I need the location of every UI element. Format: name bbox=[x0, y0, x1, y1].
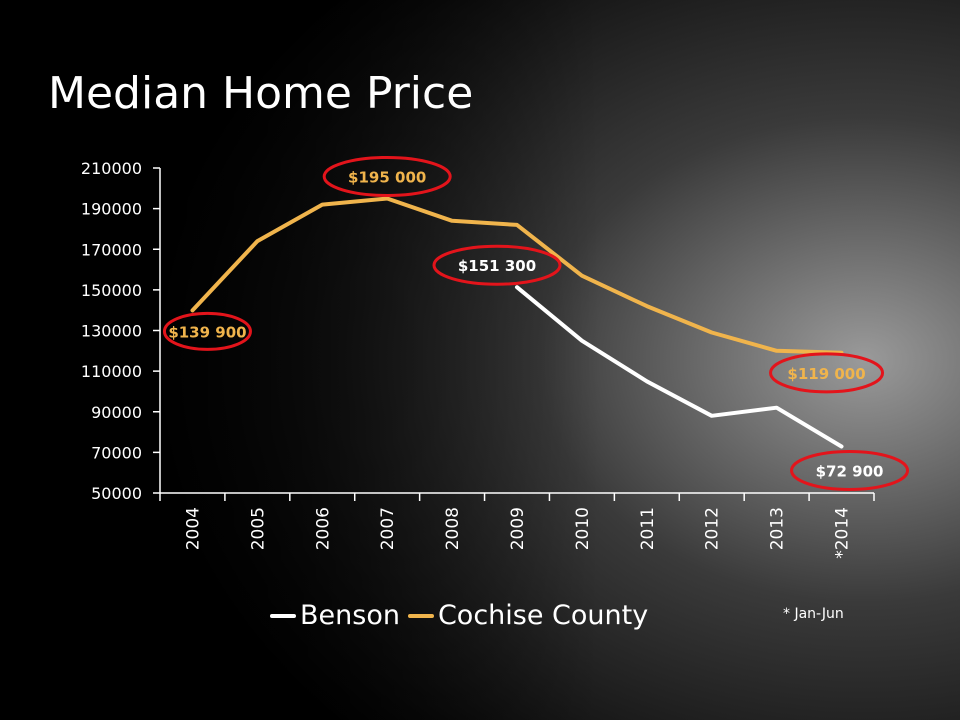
y-tick-label: 110000 bbox=[81, 362, 142, 381]
legend-item-benson: Benson bbox=[270, 600, 400, 631]
data-label: $119 000 bbox=[787, 365, 865, 383]
callout-ring bbox=[162, 311, 252, 351]
y-tick-label: 70000 bbox=[91, 443, 142, 462]
x-tick-label: 2004 bbox=[183, 507, 203, 550]
series-line-benson bbox=[515, 285, 844, 449]
x-tick-label: 2012 bbox=[703, 507, 723, 550]
callout-ring bbox=[322, 155, 452, 197]
legend-swatch-benson bbox=[270, 613, 296, 618]
chart-legend: Benson Cochise County bbox=[270, 600, 656, 631]
legend-label-benson: Benson bbox=[300, 600, 400, 631]
data-label: $139 900 bbox=[168, 323, 246, 341]
chart-title: Median Home Price bbox=[48, 68, 474, 119]
x-tick-label: 2005 bbox=[248, 507, 268, 550]
y-tick-label: 170000 bbox=[81, 240, 142, 259]
callout-ring bbox=[432, 244, 562, 286]
x-tick-label: 2010 bbox=[573, 507, 593, 550]
callout-ring bbox=[769, 352, 885, 394]
y-tick-label: 130000 bbox=[81, 322, 142, 341]
x-tick-label: 2009 bbox=[508, 507, 528, 550]
data-label: $72 900 bbox=[816, 462, 884, 480]
chart-annotations: $139 900 $195 000 $151 300 $119 000 $72 900 bbox=[162, 155, 910, 491]
legend-swatch-cochise bbox=[407, 613, 434, 618]
chart-series bbox=[190, 196, 844, 449]
y-tick-label: 50000 bbox=[91, 484, 142, 503]
y-tick-label: 150000 bbox=[81, 281, 142, 300]
x-tick-label: *2014 bbox=[833, 507, 853, 559]
data-label: $195 000 bbox=[348, 168, 426, 186]
y-tick-label: 190000 bbox=[81, 200, 142, 219]
x-tick-label: 2008 bbox=[443, 507, 463, 550]
y-tick-label: 210000 bbox=[81, 159, 142, 178]
data-label: $151 300 bbox=[458, 257, 536, 275]
x-tick-label: 2006 bbox=[313, 507, 333, 550]
chart-footnote: * Jan-Jun bbox=[783, 606, 844, 622]
x-tick-label: 2007 bbox=[378, 507, 398, 550]
callout-ring bbox=[790, 449, 910, 491]
y-tick-label: 90000 bbox=[91, 403, 142, 422]
x-tick-label: 2013 bbox=[768, 507, 788, 550]
series-line-cochise-county bbox=[190, 196, 844, 355]
x-tick-label: 2011 bbox=[638, 507, 658, 550]
legend-label-cochise: Cochise County bbox=[437, 600, 649, 631]
legend-item-cochise: Cochise County bbox=[407, 600, 649, 631]
chart-axes: 50000 70000 90000 110000 130000 150000 170000 1… bbox=[81, 159, 875, 559]
